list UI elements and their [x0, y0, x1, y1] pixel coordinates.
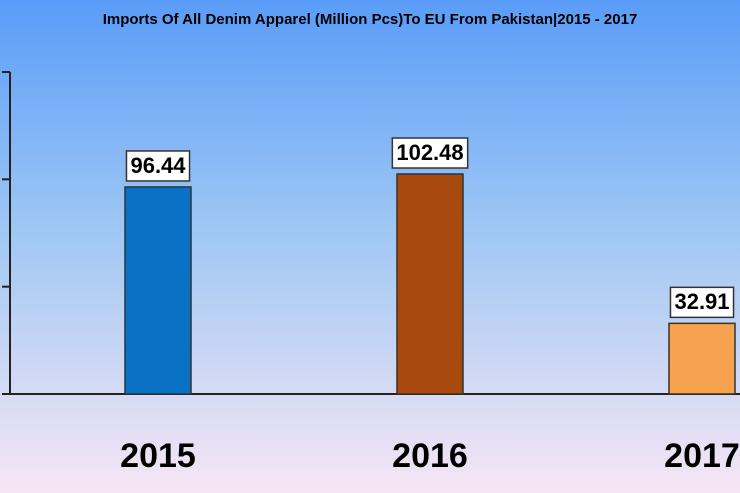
value-label-box	[669, 286, 735, 319]
value-label-box	[125, 150, 191, 182]
bar	[396, 173, 464, 395]
value-label: 102.48	[396, 140, 463, 165]
value-label: 32.91	[674, 289, 729, 314]
x-tick-label: 2016	[392, 437, 468, 475]
bar	[668, 322, 736, 395]
x-tick-label: 2017	[664, 437, 740, 475]
value-label-box	[391, 137, 469, 169]
bar	[124, 186, 192, 395]
x-tick-label: 2015	[120, 437, 196, 475]
value-label: 96.44	[130, 153, 186, 178]
chart-title: Imports Of All Denim Apparel (Million Pc…	[103, 11, 638, 28]
